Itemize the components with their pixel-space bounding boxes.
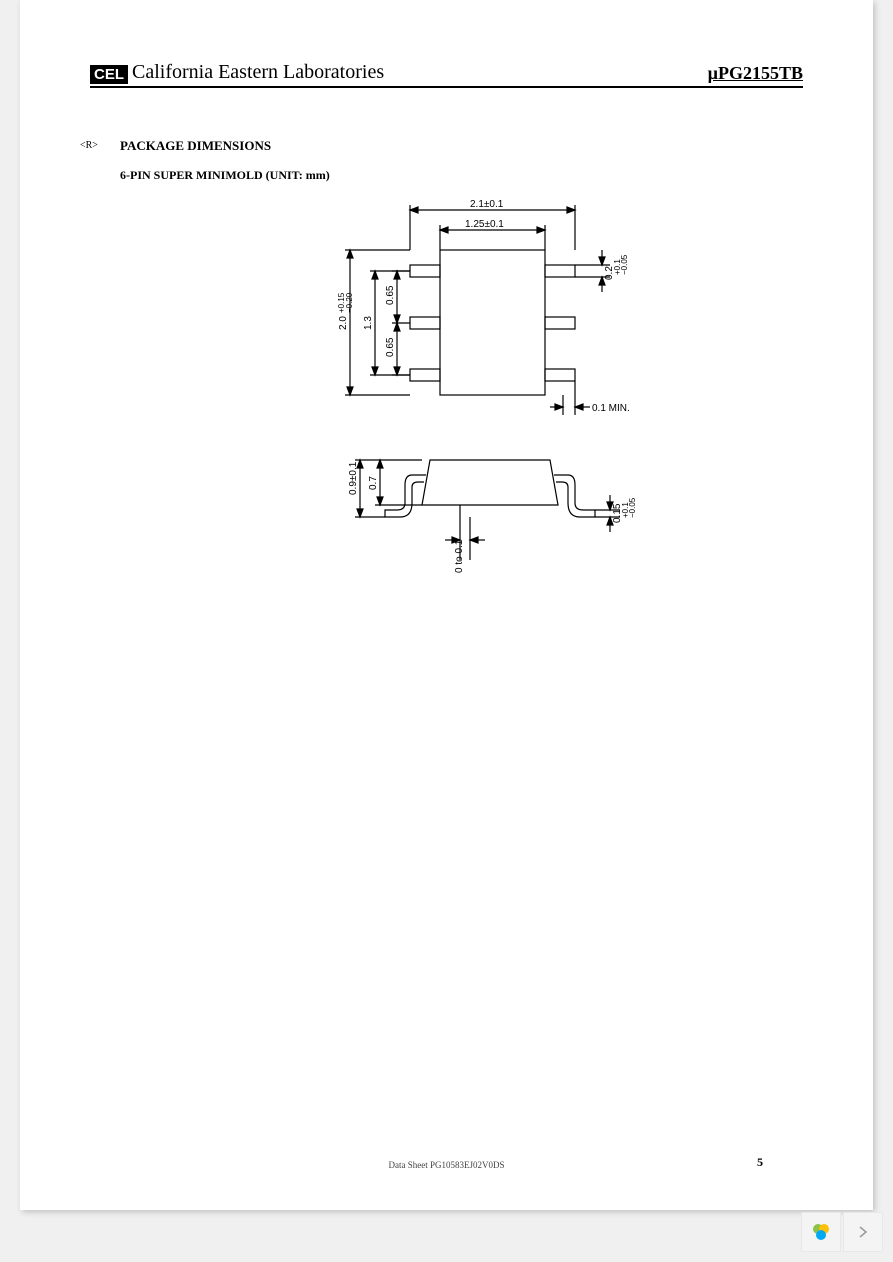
viewer-toolbar [799, 1212, 883, 1252]
chevron-right-icon [856, 1225, 870, 1239]
header-left: CEL California Eastern Laboratories [90, 61, 384, 84]
page-header: CEL California Eastern Laboratories µPG2… [90, 58, 803, 88]
dim-pitch2: 0.65 [385, 337, 396, 357]
dim-pitch-span: 1.3 [363, 316, 374, 330]
header-right: µPG2155TB [708, 63, 803, 84]
dim-body-height: 0.7 [368, 476, 379, 490]
dim-overall-height: 2.0 [338, 316, 349, 330]
logo-button[interactable] [801, 1212, 841, 1252]
dim-standoff: 0 to 0.1 [454, 539, 465, 573]
part-prefix: µ [708, 63, 718, 83]
next-button[interactable] [843, 1212, 883, 1252]
datasheet-page: CEL California Eastern Laboratories µPG2… [20, 0, 873, 1210]
package-diagram: 2.1±0.1 1.25±0.1 2.0 +0.15 −0.20 1.3 0.6… [300, 195, 660, 615]
company-name: California Eastern Laboratories [132, 61, 384, 84]
footer-docref: Data Sheet PG10583EJ02V0DS [389, 1160, 505, 1170]
dim-side-height: 0.9±0.1 [348, 461, 359, 495]
dim-body-width: 1.25±0.1 [465, 219, 504, 230]
dim-pitch1: 0.65 [385, 285, 396, 305]
logo-box: CEL [90, 65, 128, 84]
dim-foot-thick-tol2: −0.05 [628, 497, 637, 518]
diagram-svg: 2.1±0.1 1.25±0.1 2.0 +0.15 −0.20 1.3 0.6… [300, 195, 660, 615]
dim-overall-height-tol2: −0.20 [345, 292, 354, 313]
dim-foot-min: 0.1 MIN. [592, 403, 630, 414]
revision-marker: <R> [80, 140, 98, 151]
dim-overall-width: 2.1±0.1 [470, 199, 504, 210]
flower-icon [810, 1221, 832, 1243]
page-number: 5 [757, 1155, 763, 1170]
section-title: PACKAGE DIMENSIONS [120, 138, 271, 154]
subtitle: 6-PIN SUPER MINIMOLD (UNIT: mm) [120, 168, 330, 183]
part-number: PG2155TB [718, 63, 803, 83]
dim-pin-width-tol2: −0.05 [620, 254, 629, 275]
